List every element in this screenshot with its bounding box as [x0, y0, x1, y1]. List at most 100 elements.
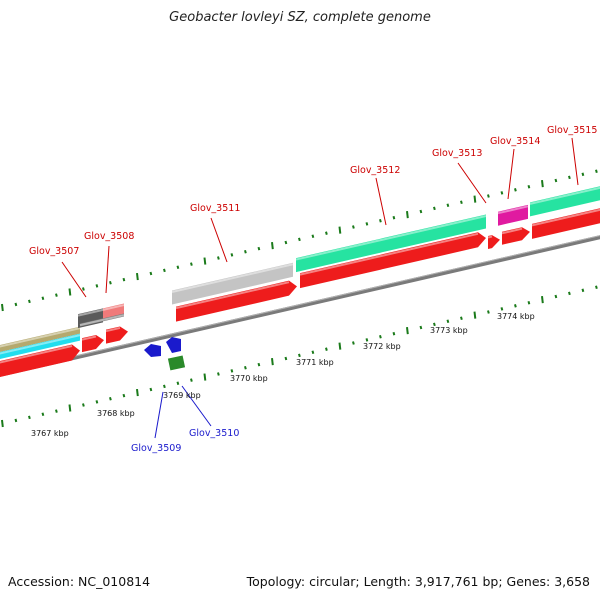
- rna-feature: [167, 355, 186, 371]
- upper-tick: [541, 179, 544, 188]
- lower-tick: [392, 331, 396, 336]
- lower-tick-row: [1, 285, 598, 428]
- upper-tick: [149, 271, 153, 276]
- forward-cds-arrow: [0, 344, 80, 377]
- upper-tick: [122, 277, 126, 282]
- forward-cds-arrow-highlight: [175, 281, 290, 310]
- upper-tick: [406, 210, 409, 219]
- forward-cds-arrow: [106, 326, 128, 344]
- leader-line: [61, 261, 87, 298]
- leader-line: [154, 391, 164, 439]
- lower-tick: [298, 353, 301, 358]
- lower-tick: [446, 319, 450, 324]
- scale-label: 3769 kbp: [163, 391, 201, 400]
- gene-label: Glov_3507: [29, 246, 79, 257]
- lower-tick: [365, 338, 369, 342]
- leader-line: [181, 385, 212, 427]
- map-title: Geobacter lovleyi SZ, complete genome: [169, 10, 431, 25]
- lower-tick: [55, 409, 58, 413]
- lower-tick: [14, 418, 18, 423]
- upper-tick: [41, 296, 45, 301]
- lower-tick: [122, 393, 126, 398]
- upper-tick: [338, 226, 342, 234]
- forward-cds-arrow-highlight: [105, 326, 121, 333]
- upper-tick: [568, 175, 571, 180]
- scale-label: 3771 kbp: [296, 358, 334, 367]
- lower-tick: [379, 335, 382, 339]
- lower-tick: [284, 356, 288, 361]
- category-band-teal-highlight: [529, 186, 600, 205]
- category-band-cyan: [0, 333, 80, 359]
- upper-tick: [365, 222, 369, 226]
- lower-tick: [581, 288, 585, 293]
- upper-tick: [595, 169, 598, 173]
- upper-tick: [446, 203, 450, 208]
- scale-label: 3774 kbp: [497, 312, 535, 321]
- upper-tick: [230, 253, 234, 257]
- lower-tick: [311, 350, 315, 355]
- upper-tick: [82, 287, 85, 291]
- leader-line: [210, 217, 228, 263]
- upper-tick: [527, 184, 531, 189]
- gene-label: Glov_3515: [547, 125, 597, 136]
- category-band-gray-highlight: [77, 308, 104, 317]
- lower-tick: [176, 381, 180, 386]
- upper-tick: [190, 262, 193, 266]
- gene-label: Glov_3509: [131, 443, 181, 454]
- upper-tick: [55, 293, 58, 297]
- upper-tick: [163, 268, 166, 273]
- lower-tick: [136, 388, 139, 397]
- gene-label: Glov_3514: [490, 136, 540, 147]
- upper-tick: [419, 209, 423, 214]
- lower-tick: [41, 412, 45, 417]
- upper-tick: [28, 299, 31, 304]
- upper-tick: [392, 215, 396, 220]
- lower-tick: [595, 285, 598, 289]
- forward-cds-arrow-highlight: [299, 232, 479, 276]
- category-band-shadow: [80, 313, 124, 327]
- forward-cds-arrow: [488, 235, 500, 250]
- scale-label: 3772 kbp: [363, 342, 401, 351]
- forward-cds-arrow: [300, 232, 486, 289]
- leader-line: [457, 162, 487, 204]
- upper-tick: [298, 237, 301, 242]
- lower-tick: [190, 378, 193, 382]
- forward-cds-arrow-highlight: [81, 335, 97, 341]
- lower-tick: [109, 396, 112, 401]
- upper-tick: [311, 234, 315, 239]
- lower-tick: [352, 341, 355, 345]
- upper-tick: [473, 195, 477, 203]
- forward-cds-arrow-highlight: [0, 345, 73, 364]
- forward-cds-arrow: [82, 334, 104, 353]
- lower-tick: [406, 326, 409, 335]
- lower-tick: [541, 295, 544, 304]
- lower-tick: [203, 373, 207, 381]
- lower-tick: [68, 404, 72, 412]
- lower-tick: [230, 369, 234, 373]
- upper-tick: [203, 257, 207, 265]
- upper-tick-row: [1, 169, 598, 312]
- forward-cds-arrow: [502, 227, 530, 245]
- lower-tick: [514, 304, 517, 308]
- lower-tick: [28, 415, 31, 420]
- gene-label: Glov_3508: [84, 231, 134, 242]
- upper-tick: [244, 250, 247, 254]
- lower-tick: [1, 419, 4, 428]
- upper-tick: [487, 194, 490, 198]
- gene-label: Glov_3513: [432, 148, 482, 159]
- upper-tick: [433, 206, 436, 211]
- gene-label: Glov_3510: [189, 428, 239, 439]
- category-band-magenta: [498, 204, 528, 226]
- genome-summary: Topology: circular; Length: 3,917,761 bp…: [246, 574, 590, 589]
- category-band-olive-highlight: [0, 327, 81, 348]
- lower-tick: [244, 366, 247, 370]
- upper-tick: [379, 219, 382, 223]
- feature-tracks: [0, 186, 600, 377]
- scale-label: 3773 kbp: [430, 326, 468, 335]
- upper-tick: [109, 280, 112, 285]
- forward-cds-arrow: [176, 280, 297, 322]
- reverse-cds-arrow: [166, 337, 181, 353]
- scale-label: 3770 kbp: [230, 374, 268, 383]
- genome-backbone-highlight: [0, 235, 600, 374]
